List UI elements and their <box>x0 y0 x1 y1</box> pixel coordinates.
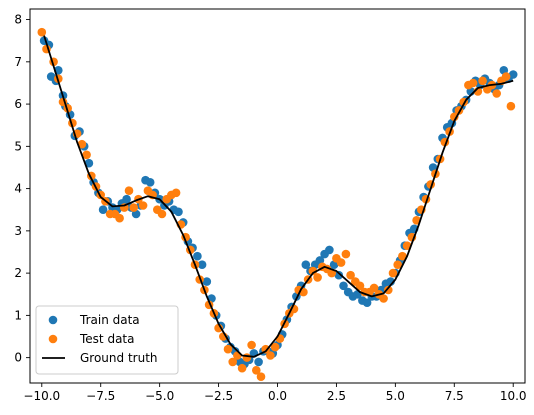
series-1-point-58 <box>313 273 322 282</box>
series-1-point-28 <box>171 188 181 198</box>
legend-label: Test data <box>79 332 134 346</box>
series-1-point-21 <box>138 201 148 210</box>
legend-marker <box>48 315 58 325</box>
series-1-point-9 <box>82 150 91 160</box>
series-1-point-93 <box>478 76 487 86</box>
series-1-point-74 <box>388 268 398 278</box>
series-1-point-91 <box>468 78 478 88</box>
series-0-point-65 <box>339 281 348 291</box>
series-0-point-11 <box>84 158 94 168</box>
series-1-point-98 <box>501 72 511 81</box>
y-tick-label: 7 <box>14 55 22 69</box>
series-1-point-64 <box>341 249 351 259</box>
y-tick-label: 4 <box>14 182 22 196</box>
x-tick-label: 0.0 <box>268 389 287 403</box>
series-1-point-25 <box>157 209 167 219</box>
series-0-point-70 <box>362 298 372 308</box>
y-tick-label: 1 <box>14 308 22 322</box>
series-1-point-99 <box>506 101 516 111</box>
x-tick-label: −5.0 <box>145 389 174 403</box>
series-0-point-24 <box>145 178 155 187</box>
series-1-point-65 <box>346 270 355 280</box>
x-tick-label: −10.0 <box>23 389 60 403</box>
series-1-point-40 <box>228 357 237 367</box>
series-1-point-43 <box>242 353 252 362</box>
x-tick-label: 7.5 <box>445 389 464 403</box>
y-tick-label: 2 <box>14 266 22 280</box>
series-1-point-67 <box>355 281 365 291</box>
legend: Train data Test data Ground truth <box>35 305 179 375</box>
series-0-point-35 <box>197 260 207 270</box>
series-0-point-19 <box>122 194 131 204</box>
y-tick-label: 3 <box>14 224 22 238</box>
series-0-point-14 <box>98 205 108 214</box>
series-0-point-57 <box>301 260 311 270</box>
legend-label: Train data <box>79 313 140 327</box>
series-1-point-0 <box>37 27 47 37</box>
series-1-point-39 <box>223 344 233 354</box>
series-0-point-34 <box>193 251 202 261</box>
series-1-point-45 <box>251 366 261 375</box>
y-axis: 0 1 2 3 4 5 6 7 8 <box>14 13 30 365</box>
series-1-point-46 <box>256 372 266 382</box>
series-layer <box>37 27 518 382</box>
legend-box <box>35 305 179 375</box>
legend-marker <box>48 334 58 344</box>
y-tick-label: 8 <box>14 13 22 27</box>
series-1-point-44 <box>247 340 256 350</box>
y-tick-label: 0 <box>14 351 22 365</box>
series-1-point-76 <box>398 251 407 261</box>
x-axis: −10.0 −7.5 −5.0 −2.5 0.0 2.5 5.0 7.5 10.0 <box>23 383 527 403</box>
series-0-point-47 <box>254 357 263 367</box>
series-0-point-30 <box>174 207 183 217</box>
series-1-point-49 <box>270 342 280 352</box>
series-0-point-36 <box>202 277 212 286</box>
series-1-point-42 <box>237 363 247 373</box>
series-1-point-63 <box>336 258 346 267</box>
axes-frame <box>29 8 526 384</box>
plot-area <box>37 27 518 382</box>
x-tick-label: 2.5 <box>327 389 346 403</box>
series-1-point-70 <box>369 283 379 293</box>
series-1-point-8 <box>77 139 87 149</box>
series-1-point-18 <box>124 186 134 195</box>
series-0-point-64 <box>334 270 344 280</box>
legend-label: Ground truth <box>80 351 158 365</box>
series-1-point-41 <box>233 351 242 360</box>
series-1-point-19 <box>129 203 138 212</box>
series-1-point-75 <box>393 260 403 270</box>
series-1-point-72 <box>379 294 388 303</box>
y-tick-label: 5 <box>14 139 22 153</box>
series-1-point-16 <box>115 213 124 223</box>
series-1-point-57 <box>308 266 318 276</box>
x-tick-label: 10.0 <box>500 389 527 403</box>
x-tick-label: −7.5 <box>86 389 115 403</box>
series-1-point-96 <box>492 89 502 98</box>
series-0-point-101 <box>508 70 518 79</box>
series-1-point-48 <box>266 351 275 360</box>
x-tick-label: −2.5 <box>204 389 233 403</box>
series-2-line <box>43 35 514 358</box>
series-0-point-62 <box>325 245 334 255</box>
x-tick-label: 5.0 <box>386 389 405 403</box>
y-tick-label: 6 <box>14 97 22 111</box>
series-1-point-73 <box>384 285 393 295</box>
